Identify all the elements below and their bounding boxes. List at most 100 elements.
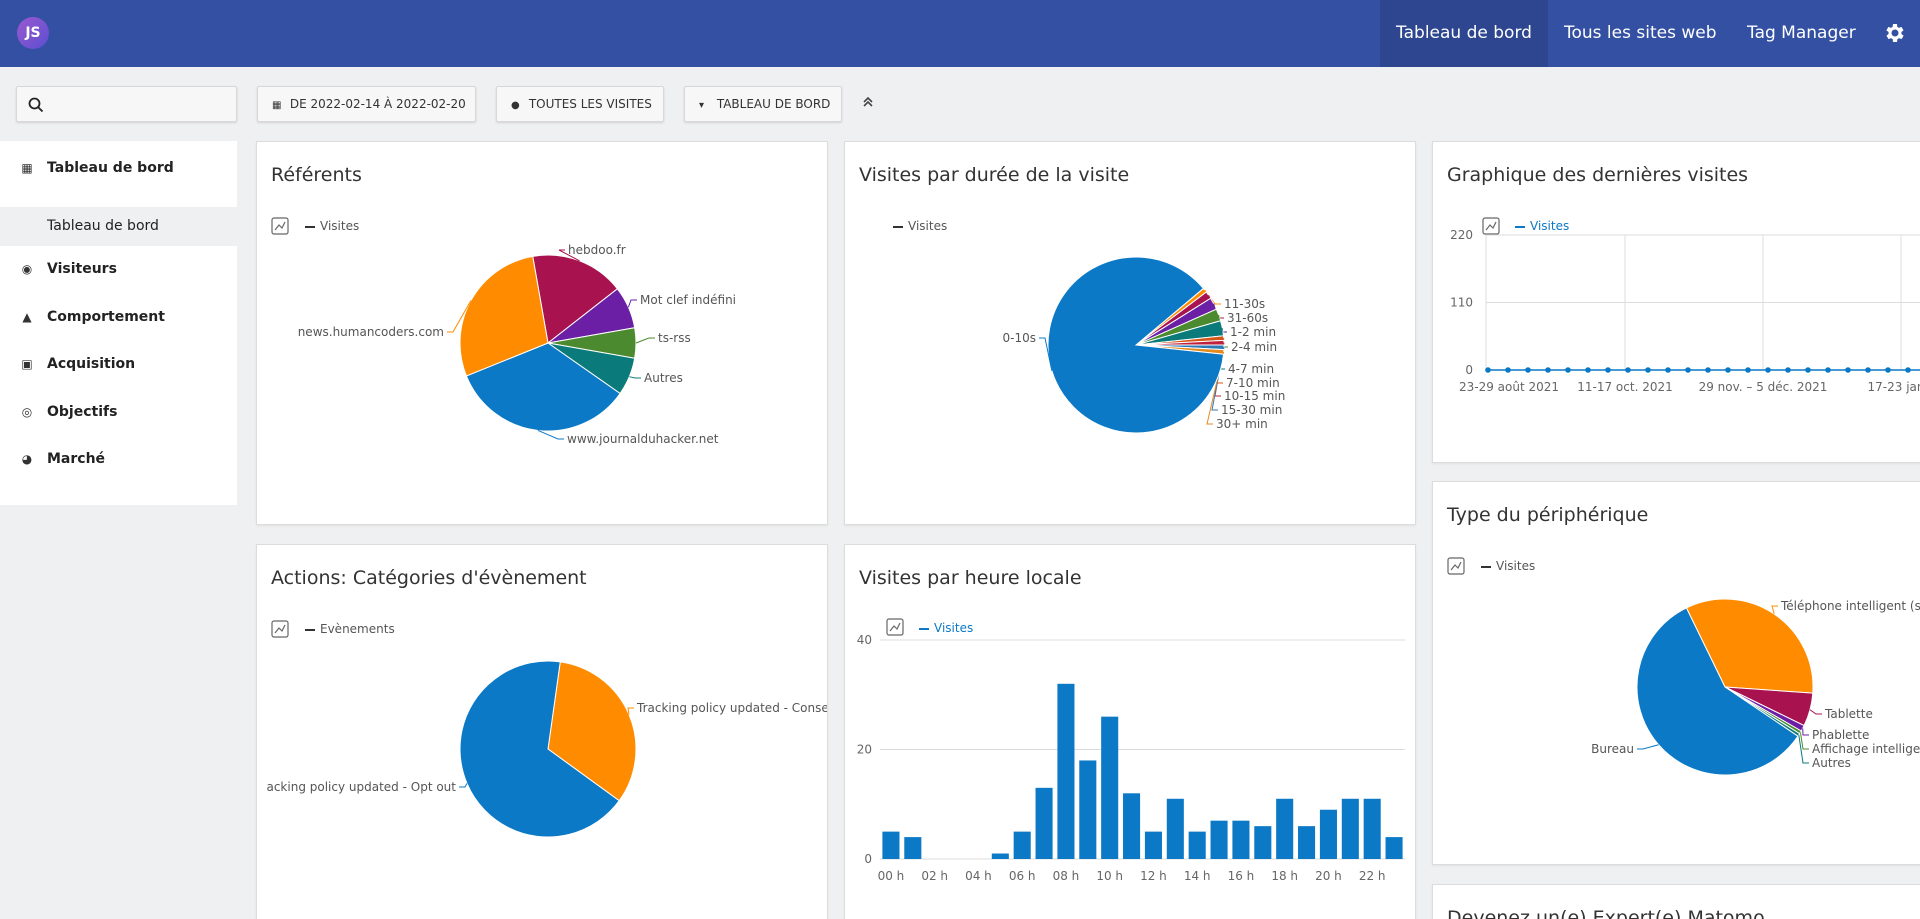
widget-title: Graphique des dernières visites bbox=[1447, 164, 1749, 186]
dashboard-selector-button[interactable]: ▾ TABLEAU DE BORD bbox=[684, 86, 842, 122]
bar-16h[interactable] bbox=[1232, 820, 1250, 859]
chart-legend: Visites bbox=[1515, 219, 1569, 233]
sidebar-item-dashboard[interactable]: ▦ Tableau de bord bbox=[0, 145, 237, 191]
pie-label-news-humancoders-com: news.humancoders.com bbox=[298, 325, 444, 339]
segment-button[interactable]: ● TOUTES LES VISITES bbox=[496, 86, 664, 122]
sidebar-item-label: Tableau de bord bbox=[47, 160, 174, 176]
pie-slice-hebdoo-fr[interactable] bbox=[532, 254, 619, 344]
pie-label-t-l-phone-intelligent-s: Téléphone intelligent (s bbox=[1780, 599, 1920, 613]
x-tick-label: 02 h bbox=[921, 869, 948, 883]
pie-slice-0-10s[interactable] bbox=[1047, 256, 1225, 434]
pie-label-10-15-min: 10-15 min bbox=[1224, 389, 1285, 403]
date-range-button[interactable]: ▦ DE 2022-02-14 À 2022-02-20 bbox=[257, 86, 476, 122]
pie-label-acking-policy-updated-opt-out: acking policy updated - Opt out bbox=[266, 780, 456, 794]
pie-label-31-60s: 31-60s bbox=[1227, 311, 1268, 325]
data-point[interactable] bbox=[1885, 367, 1891, 373]
data-point[interactable] bbox=[1745, 367, 1751, 373]
sidebar-item-visitors[interactable]: ◉ Visiteurs bbox=[0, 246, 237, 292]
bell-icon: ▲ bbox=[22, 310, 32, 324]
bar-22h[interactable] bbox=[1363, 798, 1381, 859]
data-point[interactable] bbox=[1725, 367, 1731, 373]
bar-00h[interactable] bbox=[882, 831, 900, 859]
sidebar-subitem-dashboard[interactable]: Tableau de bord bbox=[0, 207, 237, 246]
data-point[interactable] bbox=[1785, 367, 1791, 373]
bar-18h[interactable] bbox=[1276, 798, 1294, 859]
bar-14h[interactable] bbox=[1188, 831, 1206, 859]
bar-chart-hourly-visits: 0 20 40 00 h 02 h 04 h 06 h 08 h 10 h 12 h 14 h 16 … bbox=[857, 633, 1405, 883]
data-point[interactable] bbox=[1705, 367, 1711, 373]
widget-visit-duration: Visites par durée de la visite Visites 1… bbox=[844, 141, 1416, 525]
bar-07h[interactable] bbox=[1035, 787, 1053, 859]
search-input[interactable] bbox=[16, 86, 237, 122]
sidebar-item-behaviour[interactable]: ▲ Comportement bbox=[0, 294, 237, 340]
bar-10h[interactable] bbox=[1101, 716, 1119, 859]
bar-06h[interactable] bbox=[1013, 831, 1031, 859]
pie-label-bureau: Bureau bbox=[1591, 742, 1634, 756]
pie-label-15-30-min: 15-30 min bbox=[1221, 403, 1282, 417]
data-point[interactable] bbox=[1825, 367, 1831, 373]
nav-all-websites[interactable]: Tous les sites web bbox=[1564, 23, 1717, 43]
bar-15h[interactable] bbox=[1210, 820, 1228, 859]
data-point[interactable] bbox=[1485, 367, 1491, 373]
grid-icon: ▦ bbox=[21, 161, 33, 175]
widget-title: Devenez un(e) Expert(e) Matomo bbox=[1447, 907, 1765, 919]
graph-type-icon[interactable] bbox=[1447, 557, 1465, 575]
chart-legend: Evènements bbox=[305, 622, 395, 636]
data-point[interactable] bbox=[1865, 367, 1871, 373]
data-point[interactable] bbox=[1605, 367, 1611, 373]
sidebar-item-ecommerce[interactable]: ◕ Marché bbox=[0, 436, 237, 482]
top-bar: JS Tableau de bord Tous les sites web Ta… bbox=[0, 0, 1920, 67]
pie-label-2-4-min: 2-4 min bbox=[1231, 340, 1277, 354]
data-point[interactable] bbox=[1505, 367, 1511, 373]
gear-icon[interactable] bbox=[1883, 21, 1907, 45]
bar-21h[interactable] bbox=[1341, 798, 1359, 859]
data-point[interactable] bbox=[1525, 367, 1531, 373]
sidebar-item-acquisition[interactable]: ▣ Acquisition bbox=[0, 341, 237, 387]
data-point[interactable] bbox=[1845, 367, 1851, 373]
bar-11h[interactable] bbox=[1123, 793, 1141, 859]
pie-label-tracking-policy-updated-conse: Tracking policy updated - Conse bbox=[636, 701, 828, 715]
data-point[interactable] bbox=[1545, 367, 1551, 373]
graph-type-icon[interactable] bbox=[886, 618, 904, 636]
user-avatar[interactable]: JS bbox=[17, 17, 49, 49]
nav-tag-manager[interactable]: Tag Manager bbox=[1747, 23, 1856, 43]
bar-08h[interactable] bbox=[1057, 683, 1075, 859]
data-point[interactable] bbox=[1585, 367, 1591, 373]
widget-title: Actions: Catégories d'évènement bbox=[271, 567, 587, 589]
pie-label-30-min: 30+ min bbox=[1216, 417, 1268, 431]
bar-17h[interactable] bbox=[1254, 826, 1272, 859]
data-point[interactable] bbox=[1625, 367, 1631, 373]
widget-title: Type du périphérique bbox=[1447, 504, 1649, 526]
chart-legend: Visites bbox=[893, 219, 947, 233]
data-point[interactable] bbox=[1905, 367, 1911, 373]
data-point[interactable] bbox=[1645, 367, 1651, 373]
data-point[interactable] bbox=[1765, 367, 1771, 373]
pie-slice-acking-policy-updated-opt-out[interactable] bbox=[459, 660, 620, 838]
graph-type-icon[interactable] bbox=[271, 217, 289, 235]
binoculars-icon: ◉ bbox=[21, 262, 33, 276]
chevron-double-up-icon[interactable] bbox=[860, 94, 876, 110]
bar-19h[interactable] bbox=[1298, 826, 1316, 859]
y-tick-label: 220 bbox=[1450, 228, 1473, 242]
data-point[interactable] bbox=[1685, 367, 1691, 373]
data-point[interactable] bbox=[1565, 367, 1571, 373]
sidebar-item-goals[interactable]: ◎ Objectifs bbox=[0, 389, 237, 435]
bar-01h[interactable] bbox=[904, 837, 922, 859]
data-point[interactable] bbox=[1805, 367, 1811, 373]
pie-label-tablette: Tablette bbox=[1824, 707, 1873, 721]
graph-type-icon[interactable] bbox=[271, 620, 289, 638]
bar-12h[interactable] bbox=[1144, 831, 1162, 859]
bar-23h[interactable] bbox=[1385, 837, 1403, 859]
pie-slice-news-humancoders-com[interactable] bbox=[459, 255, 549, 377]
data-point[interactable] bbox=[1665, 367, 1671, 373]
nav-dashboard[interactable]: Tableau de bord bbox=[1380, 0, 1548, 67]
widget-last-visits: Graphique des dernières visites Visites … bbox=[1432, 141, 1920, 463]
bar-20h[interactable] bbox=[1319, 809, 1337, 859]
widget-device-type: Type du périphérique Visites Téléphone i… bbox=[1432, 481, 1920, 865]
bar-13h[interactable] bbox=[1166, 798, 1184, 859]
graph-type-icon[interactable] bbox=[1482, 217, 1500, 235]
bar-05h[interactable] bbox=[991, 853, 1009, 859]
pie-slice-www-journalduhacker-net[interactable] bbox=[465, 342, 621, 432]
bar-09h[interactable] bbox=[1079, 760, 1097, 859]
